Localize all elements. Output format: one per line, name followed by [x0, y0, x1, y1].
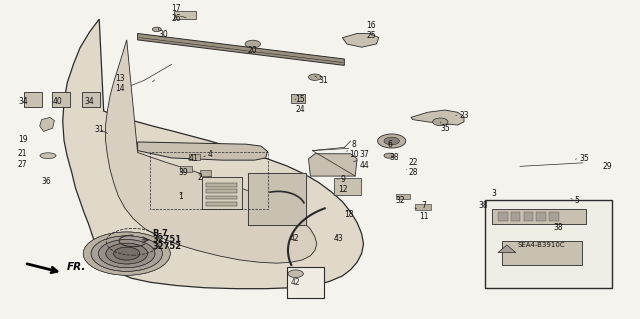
Text: 35: 35 — [440, 124, 450, 133]
Ellipse shape — [40, 153, 56, 159]
Bar — [189, 154, 200, 160]
Bar — [24, 92, 42, 107]
Bar — [536, 212, 546, 221]
Text: 34: 34 — [18, 97, 28, 106]
Text: 37
44: 37 44 — [360, 151, 369, 170]
Circle shape — [91, 236, 163, 271]
Bar — [492, 209, 586, 224]
Text: 2: 2 — [197, 173, 202, 182]
Text: 32: 32 — [396, 196, 405, 205]
Text: FR.: FR. — [67, 262, 86, 271]
Text: 9
12: 9 12 — [338, 175, 348, 194]
Text: 41: 41 — [189, 154, 198, 163]
Circle shape — [106, 243, 148, 264]
Bar — [549, 212, 559, 221]
Text: 32751: 32751 — [152, 235, 182, 244]
Text: 21
27: 21 27 — [18, 149, 28, 168]
Text: 3: 3 — [492, 189, 497, 198]
Bar — [174, 11, 196, 19]
Text: 36: 36 — [42, 177, 51, 186]
Text: B-7: B-7 — [152, 229, 168, 238]
Polygon shape — [106, 40, 317, 263]
Bar — [396, 194, 410, 199]
Polygon shape — [308, 154, 357, 176]
Text: 16
25: 16 25 — [366, 21, 376, 40]
Text: 22
28: 22 28 — [408, 158, 418, 177]
Text: 4: 4 — [208, 150, 213, 159]
Text: 18: 18 — [344, 210, 354, 219]
Text: 38: 38 — [554, 223, 563, 232]
Bar — [206, 196, 237, 199]
Bar — [291, 94, 305, 103]
Circle shape — [433, 118, 448, 126]
Circle shape — [114, 247, 140, 260]
Bar — [415, 204, 431, 210]
Text: 40: 40 — [52, 97, 62, 106]
Text: 30: 30 — [159, 30, 168, 39]
Text: 17
26: 17 26 — [172, 4, 181, 23]
Text: 13
14: 13 14 — [115, 74, 125, 93]
Text: 1: 1 — [178, 192, 182, 201]
Text: 5: 5 — [575, 196, 580, 205]
Polygon shape — [498, 245, 516, 253]
Text: 8
10: 8 10 — [349, 140, 358, 159]
Bar — [334, 178, 361, 195]
Bar — [180, 166, 192, 172]
Bar — [206, 183, 237, 187]
Polygon shape — [411, 110, 464, 125]
Polygon shape — [138, 142, 268, 160]
Circle shape — [245, 40, 260, 48]
Bar — [485, 200, 612, 288]
Text: 34: 34 — [84, 97, 94, 106]
Text: 29: 29 — [603, 162, 612, 171]
Polygon shape — [138, 33, 344, 65]
Text: 15
24: 15 24 — [296, 95, 305, 114]
Text: 38: 38 — [479, 201, 488, 210]
Text: 7
11: 7 11 — [419, 202, 429, 221]
Bar — [52, 92, 70, 107]
Polygon shape — [202, 177, 242, 209]
Circle shape — [384, 137, 399, 145]
Bar — [200, 170, 211, 176]
Text: 42: 42 — [289, 234, 299, 243]
Text: 42: 42 — [291, 278, 301, 287]
Bar — [511, 212, 520, 221]
Text: 31: 31 — [319, 76, 328, 85]
Polygon shape — [342, 33, 379, 47]
Text: 31: 31 — [95, 125, 104, 134]
Bar — [524, 212, 533, 221]
Bar — [206, 202, 237, 206]
Bar — [206, 189, 237, 193]
Circle shape — [99, 240, 155, 268]
Text: 23: 23 — [460, 111, 469, 120]
Text: 32752: 32752 — [152, 242, 182, 251]
Polygon shape — [248, 173, 306, 225]
Circle shape — [83, 232, 170, 275]
Polygon shape — [63, 19, 364, 289]
Text: 35: 35 — [579, 154, 589, 163]
Polygon shape — [40, 117, 54, 131]
Circle shape — [152, 27, 161, 32]
Text: 19: 19 — [18, 135, 28, 144]
Circle shape — [288, 270, 303, 278]
Circle shape — [308, 74, 321, 80]
Text: 6: 6 — [387, 140, 392, 149]
Bar — [498, 212, 508, 221]
Circle shape — [378, 134, 406, 148]
Bar — [287, 267, 324, 298]
Text: 39: 39 — [178, 168, 188, 177]
Text: 38: 38 — [389, 153, 399, 162]
Text: SEA4-B3910C: SEA4-B3910C — [517, 242, 564, 248]
Bar — [82, 92, 100, 107]
Text: 43: 43 — [334, 234, 344, 243]
Text: 20: 20 — [248, 46, 257, 55]
Bar — [502, 241, 582, 265]
Circle shape — [384, 153, 394, 158]
